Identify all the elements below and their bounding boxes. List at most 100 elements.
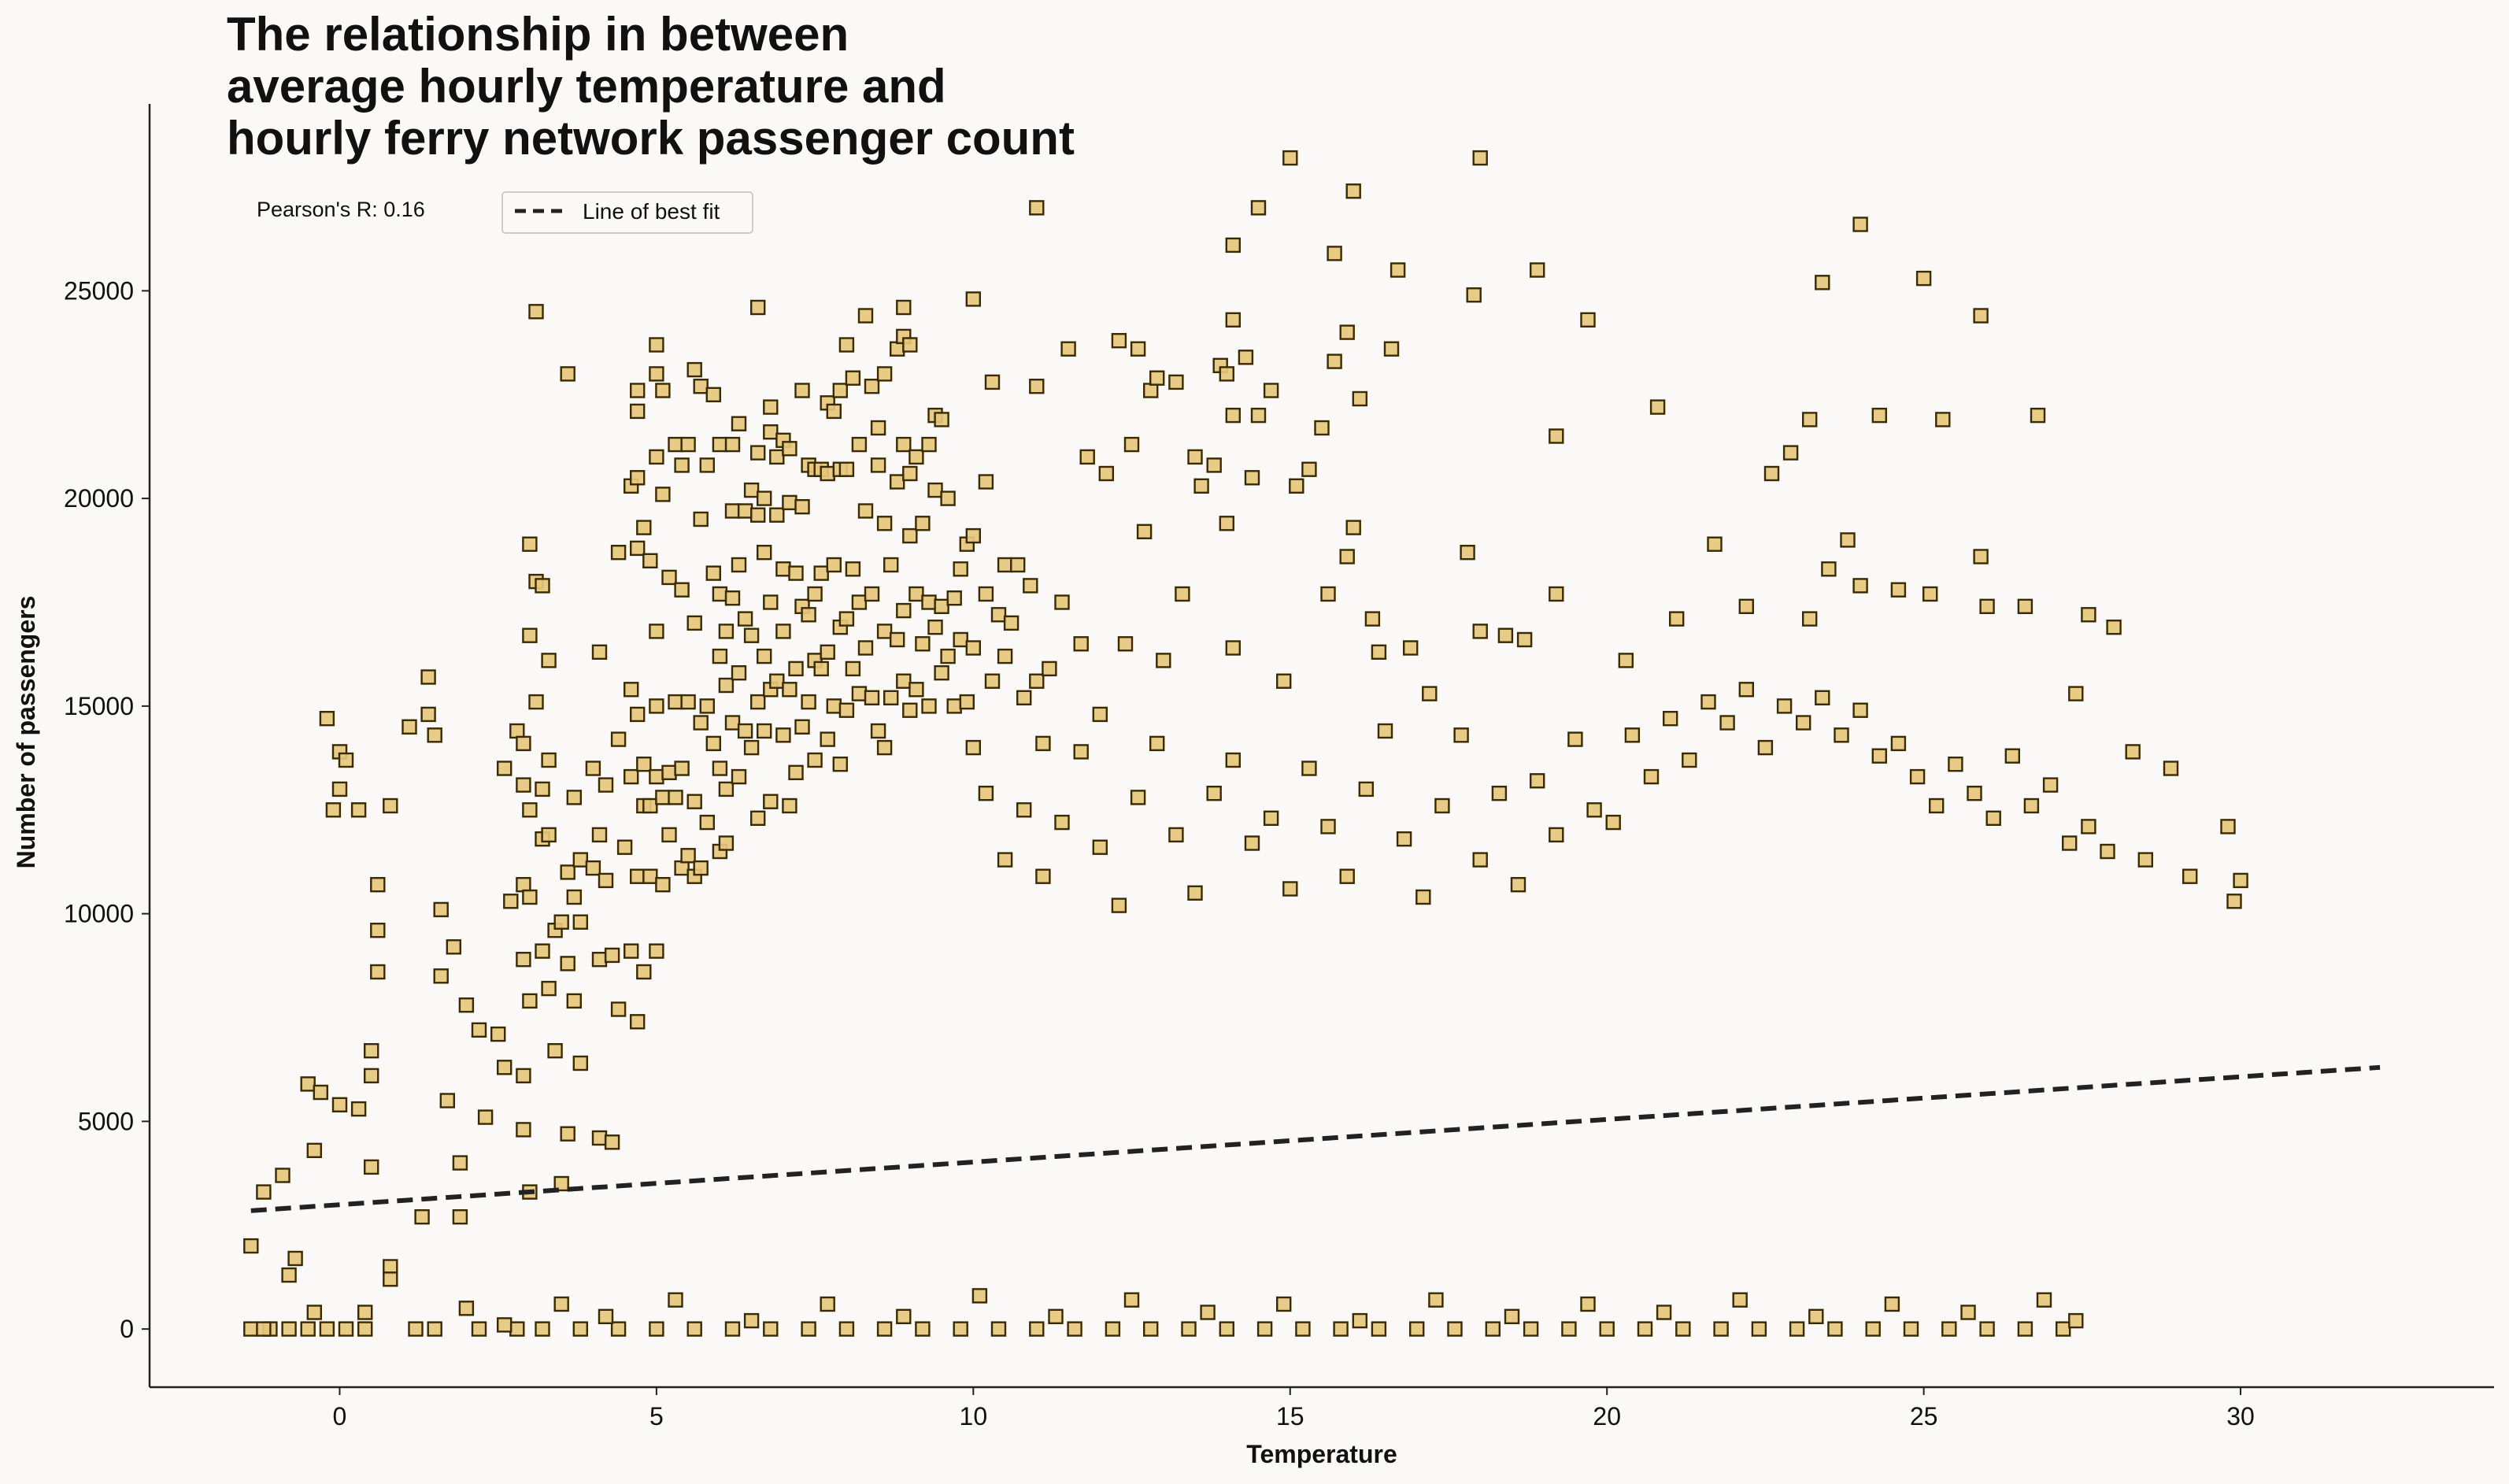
data-point	[624, 768, 639, 785]
data-point	[1244, 470, 1260, 486]
axes	[148, 104, 2494, 1389]
data-point	[649, 1321, 664, 1337]
data-point	[1136, 524, 1153, 539]
data-point	[1345, 183, 1361, 199]
data-point	[763, 594, 779, 610]
data-point	[801, 1321, 816, 1337]
data-point	[1250, 407, 1267, 424]
data-point	[946, 590, 962, 606]
data-point	[1707, 536, 1723, 552]
data-point	[1225, 312, 1242, 328]
data-point	[731, 768, 747, 785]
data-point	[591, 827, 608, 843]
data-point	[953, 1321, 968, 1337]
data-point	[541, 827, 557, 843]
data-point	[566, 889, 582, 905]
data-point	[331, 1097, 348, 1113]
data-point	[978, 586, 994, 602]
data-point	[668, 1292, 683, 1308]
data-point	[1200, 1305, 1216, 1320]
data-point	[497, 1317, 513, 1333]
data-points	[243, 150, 2248, 1337]
data-point	[300, 1076, 316, 1092]
data-point	[934, 665, 949, 681]
data-point	[857, 308, 874, 324]
data-point	[1757, 739, 1774, 756]
data-point	[522, 889, 538, 905]
data-point	[889, 474, 905, 490]
data-point	[630, 868, 646, 884]
data-point	[433, 968, 449, 984]
data-point	[1605, 814, 1621, 831]
data-point	[585, 761, 601, 776]
data-point	[1789, 1321, 1805, 1337]
data-point	[2023, 798, 2040, 814]
data-point	[997, 852, 1013, 868]
data-point	[636, 964, 652, 980]
data-point	[731, 416, 747, 431]
data-point	[813, 565, 829, 581]
data-point	[1795, 715, 1811, 731]
data-point	[737, 723, 753, 739]
data-point	[1415, 889, 1431, 905]
data-point	[724, 1321, 741, 1337]
data-point	[1390, 262, 1406, 278]
data-point	[876, 516, 893, 531]
data-point	[243, 1321, 259, 1337]
data-point	[1523, 1321, 1539, 1337]
data-point	[2061, 835, 2078, 851]
data-point	[452, 1155, 468, 1171]
data-point	[649, 698, 664, 714]
data-point	[757, 545, 772, 561]
data-point	[1023, 578, 1038, 594]
data-point	[1852, 578, 1868, 594]
data-point	[1105, 1321, 1121, 1337]
data-point	[1586, 802, 1602, 818]
data-point	[1111, 897, 1127, 913]
data-point	[649, 768, 664, 785]
data-point	[497, 1060, 513, 1075]
data-point	[965, 527, 982, 544]
data-point	[1073, 744, 1089, 760]
data-point	[2100, 843, 2115, 860]
data-point	[984, 673, 1001, 689]
data-point	[712, 586, 728, 602]
data-point	[642, 553, 658, 568]
data-point	[807, 752, 823, 768]
data-point	[1206, 786, 1222, 801]
data-point	[1225, 237, 1242, 254]
data-point	[1402, 640, 1419, 656]
data-point	[364, 1159, 379, 1175]
data-point	[1396, 831, 1412, 847]
data-point	[1447, 1321, 1463, 1337]
data-point	[1358, 781, 1375, 798]
data-point	[1580, 312, 1596, 328]
data-point	[655, 790, 671, 805]
data-point	[1383, 341, 1400, 357]
data-point	[2055, 1321, 2071, 1337]
data-point	[801, 694, 816, 710]
data-point	[1187, 885, 1203, 901]
data-point	[1314, 420, 1330, 436]
data-point	[864, 379, 880, 394]
data-point	[560, 956, 575, 971]
data-point	[857, 640, 874, 656]
data-point	[1263, 810, 1279, 827]
data-point	[743, 1312, 760, 1329]
data-point	[1219, 516, 1235, 531]
data-point	[870, 457, 886, 473]
data-point	[2068, 1312, 2084, 1329]
data-point	[902, 465, 918, 482]
data-point	[598, 777, 614, 793]
data-point	[838, 461, 855, 477]
data-point	[718, 781, 735, 798]
data-point	[997, 557, 1013, 573]
data-point	[2233, 872, 2248, 889]
data-point	[1782, 445, 1799, 461]
data-point	[896, 436, 912, 453]
data-point	[693, 715, 709, 731]
data-point	[281, 1321, 297, 1337]
data-point	[522, 536, 538, 552]
data-point	[408, 1321, 424, 1337]
data-point	[427, 1321, 442, 1337]
